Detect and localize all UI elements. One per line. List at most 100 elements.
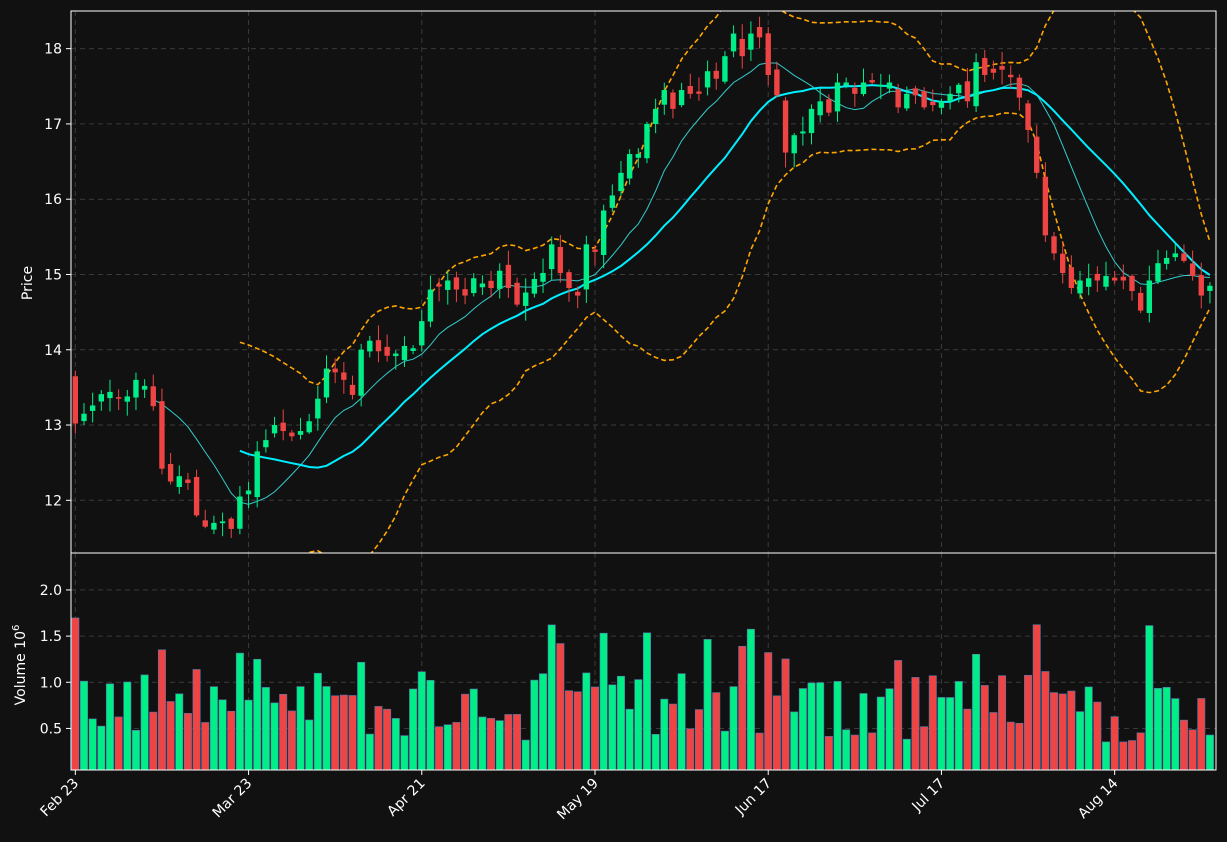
candle-body (722, 56, 728, 82)
volume-bar (270, 702, 279, 771)
price-grid (71, 11, 1216, 553)
candle-body (1060, 253, 1066, 273)
candle-body (973, 62, 979, 107)
volume-bar (729, 686, 738, 771)
candle-body (410, 348, 416, 351)
candle-body (930, 101, 936, 106)
volume-bar (1171, 698, 1180, 771)
candle-body (514, 282, 520, 305)
volume-bar (365, 733, 374, 771)
candle-body (375, 340, 382, 352)
candle-body (600, 210, 607, 256)
candle-body (964, 81, 971, 102)
candle-body (393, 353, 399, 357)
candle-body (817, 101, 823, 116)
volume-bar (928, 675, 937, 771)
candle-body (1189, 263, 1196, 276)
candle-body (626, 154, 633, 179)
price-axis-label: Price (20, 266, 36, 300)
candle-body (739, 38, 745, 57)
volume-bar (547, 624, 556, 771)
price-y-tick-label: 12 (44, 493, 62, 509)
volume-bar (261, 687, 270, 771)
volume-bar (591, 686, 599, 771)
volume-bar (461, 693, 470, 771)
candle-body (341, 372, 347, 380)
volume-bar (244, 699, 253, 771)
volume-bar (1197, 698, 1206, 771)
candle-body (1172, 253, 1178, 258)
volume-y-tick-label: 1.5 (40, 629, 62, 645)
volume-bar (435, 726, 444, 771)
volume-bar (1058, 693, 1067, 771)
candle-body (427, 289, 434, 322)
volume-bar (1024, 674, 1033, 771)
volume-bar (738, 645, 747, 771)
volume-bar (972, 653, 981, 771)
candle-body (713, 70, 719, 79)
volume-bar (279, 694, 288, 771)
volume-bar (339, 694, 348, 771)
candle-body (176, 476, 182, 488)
volume-bar (1067, 690, 1076, 771)
candle-body (982, 58, 988, 75)
volume-bar (140, 674, 149, 771)
candle-body (800, 131, 806, 134)
candle-body (1034, 136, 1040, 173)
candle-body (1103, 275, 1109, 287)
candle-body (384, 346, 390, 356)
candle-body (167, 463, 174, 482)
volume-bar (876, 696, 885, 771)
volume-bar (175, 693, 184, 771)
candle-body (635, 154, 641, 158)
candle-body (245, 490, 252, 495)
candle-body (1120, 276, 1127, 281)
candle-body (237, 496, 243, 529)
candle-body (1068, 267, 1075, 289)
volume-axis-exponent-base: 10 (13, 631, 29, 649)
volume-bar (235, 652, 244, 771)
candle-body (878, 84, 884, 87)
candle-body (150, 386, 156, 407)
volume-bar (781, 658, 790, 771)
volume-bar (452, 722, 461, 771)
volume-bar (625, 708, 634, 771)
candle-body (886, 82, 893, 89)
volume-bar (850, 734, 859, 771)
candle-body (1155, 263, 1161, 282)
candle-body (999, 65, 1005, 70)
volume-bar (1102, 741, 1110, 771)
volume-bar (1128, 740, 1136, 771)
candle-body (401, 345, 408, 361)
candle-body (72, 376, 79, 424)
volume-bar (1006, 721, 1015, 771)
candle-body (895, 89, 901, 108)
candle-body (938, 101, 945, 108)
volume-bar (348, 695, 357, 771)
candle-body (670, 92, 676, 109)
volume-bar (495, 720, 504, 771)
candle-body (652, 108, 659, 124)
candle-body (834, 82, 841, 112)
candle-body (193, 476, 200, 516)
volume-bar (556, 643, 565, 771)
volume-bar (790, 711, 799, 771)
volume-bar (573, 691, 582, 771)
price-y-tick-label: 18 (44, 42, 62, 58)
volume-bar (209, 686, 218, 771)
volume-bar (305, 719, 314, 771)
candle-body (228, 518, 234, 529)
volume-bar (218, 699, 227, 771)
volume-bar (530, 679, 539, 771)
price-y-tick-label: 14 (44, 343, 62, 359)
volume-y-tick-label: 0.5 (40, 721, 62, 737)
volume-bar (660, 698, 669, 771)
candle-body (185, 479, 191, 483)
volume-bar (617, 675, 625, 771)
bollinger-lower-band (305, 112, 1211, 553)
volume-bar (833, 681, 842, 771)
volume-bar (426, 679, 435, 771)
candle-body (445, 280, 451, 290)
candle-body (254, 451, 260, 498)
